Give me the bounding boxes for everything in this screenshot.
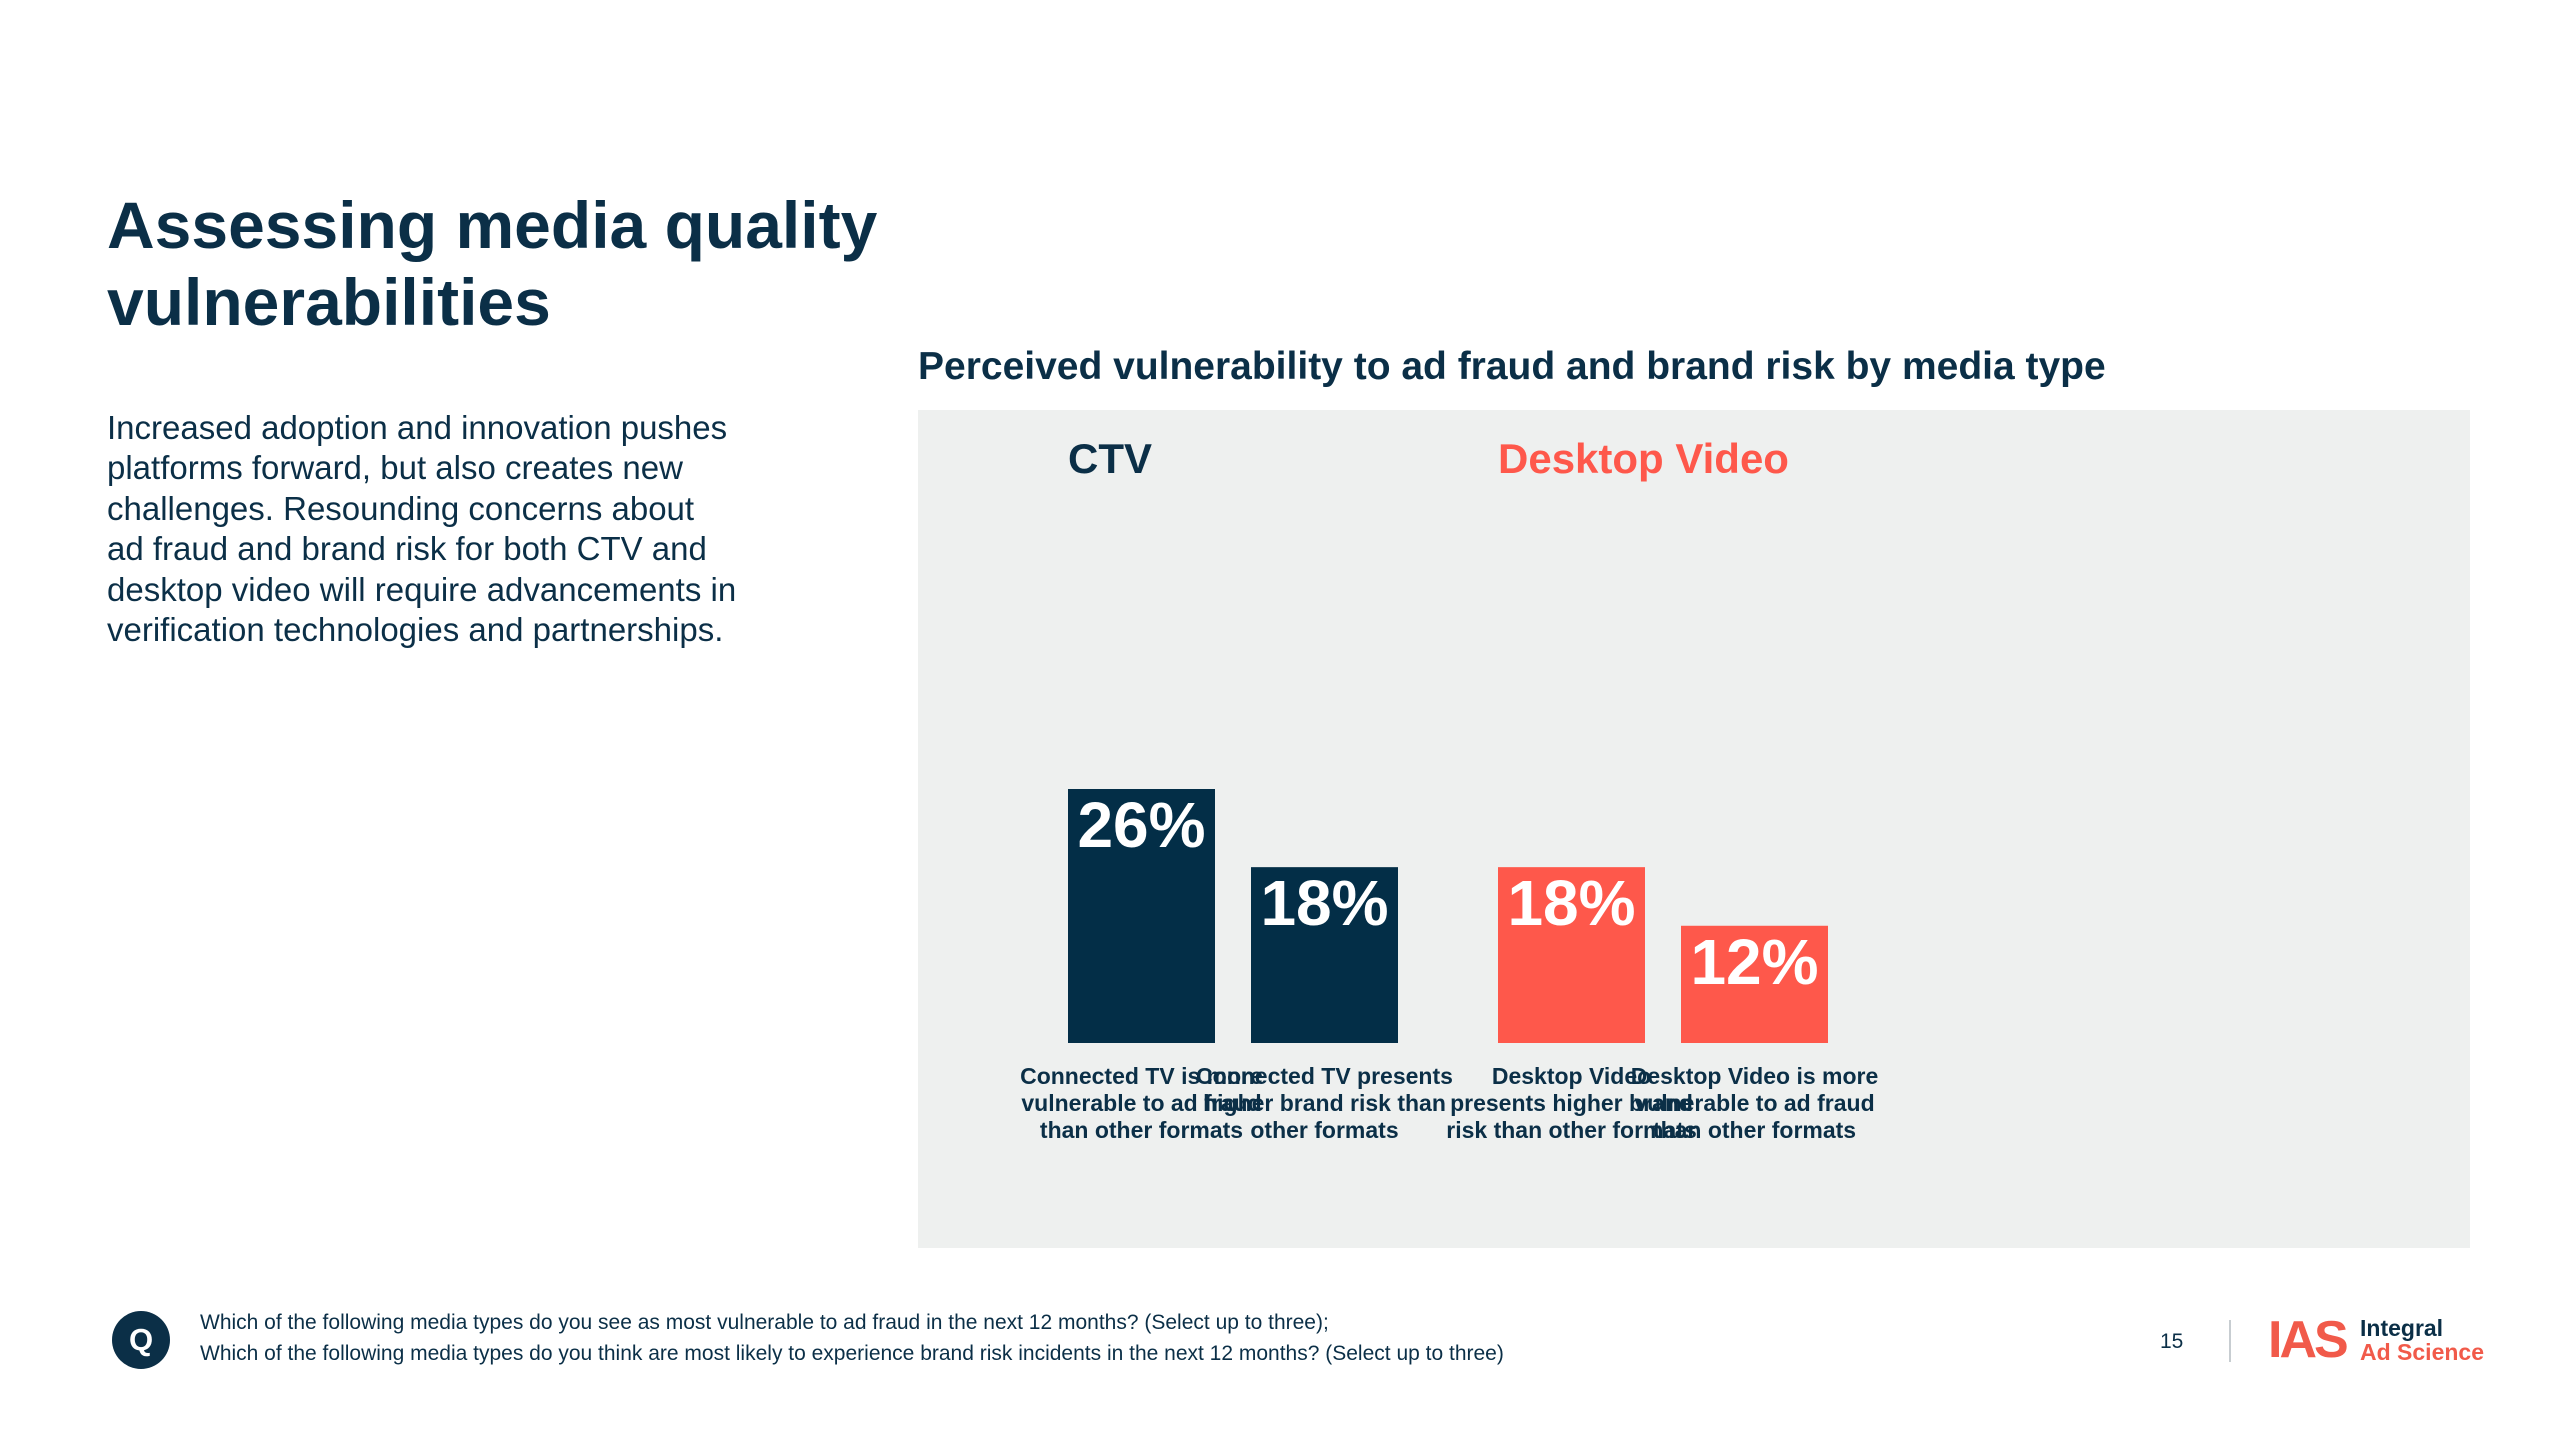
group-label-desktop-video: Desktop Video: [1498, 435, 1789, 482]
category-label-line: higher brand risk than: [1203, 1090, 1446, 1116]
intro-line: Increased adoption and innovation pushes: [107, 409, 728, 446]
survey-question-2: Which of the following media types do yo…: [200, 1342, 1504, 1365]
bar: [1498, 867, 1645, 1043]
bar: [1681, 925, 1828, 1043]
category-label-line: Desktop Video: [1491, 1063, 1652, 1089]
page-title-line-2: vulnerabilities: [107, 265, 551, 339]
question-badge: Q: [112, 1311, 170, 1369]
intro-line: challenges. Resounding concerns about: [107, 489, 695, 527]
bar-chart: CTV 26% 18% Desktop Video 18% 12%: [1068, 435, 1828, 1043]
survey-question-1: Which of the following media types do yo…: [200, 1311, 1329, 1334]
category-label-line: Desktop Video is more: [1630, 1063, 1879, 1089]
category-label: Connected TV presents higher brand risk t…: [1175, 1063, 1475, 1144]
category-label-line: presents higher brand: [1450, 1090, 1693, 1116]
page-title-line-1: Assessing media quality: [107, 188, 878, 262]
category-label-line: vulnerable to ad fraud: [1634, 1090, 1875, 1116]
footer-divider: [2229, 1320, 2231, 1362]
category-label: Desktop Video presents higher brand risk t…: [1422, 1063, 1722, 1144]
bar-value-label: 12%: [1690, 926, 1818, 998]
logo-wordmark-line-2: Ad Science: [2360, 1339, 2484, 1365]
category-label-line: risk than other formats: [1446, 1117, 1697, 1143]
category-label-line: Connected TV presents: [1196, 1063, 1453, 1089]
ias-logo: IAS Integral Ad Science: [2268, 1312, 2484, 1368]
category-label-line: Connected TV is more: [1020, 1063, 1263, 1089]
bar-value-label: 18%: [1260, 867, 1388, 939]
group-label-ctv: CTV: [1068, 435, 1152, 482]
category-label-line: other formats: [1250, 1117, 1399, 1143]
category-label-line: than other formats: [1652, 1117, 1857, 1143]
page-title: Assessing media quality vulnerabilities: [107, 187, 927, 341]
intro-paragraph: Increased adoption and innovation pushes…: [107, 408, 827, 650]
chart-title: Perceived vulnerability to ad fraud and …: [918, 345, 2106, 388]
bar: [1068, 789, 1215, 1043]
intro-line: verification technologies and partnershi…: [107, 611, 724, 649]
category-label-line: vulnerable to ad fraud: [1021, 1090, 1262, 1116]
bar-value-label: 18%: [1507, 867, 1635, 939]
bar: [1251, 867, 1398, 1043]
category-label: Desktop Video is more vulnerable to ad fr…: [1605, 1063, 1905, 1144]
intro-line: ad fraud and brand risk for both CTV and: [107, 530, 707, 568]
category-label: Connected TV is more vulnerable to ad fra…: [992, 1063, 1292, 1144]
category-label-line: than other formats: [1039, 1117, 1244, 1143]
intro-line: desktop video will require advancements …: [107, 570, 737, 608]
bar-value-label: 26%: [1077, 789, 1205, 861]
logo-wordmark-line-1: Integral: [2360, 1315, 2444, 1341]
page-number: 15: [2160, 1330, 2184, 1353]
logo-mark: IAS: [2268, 1311, 2349, 1369]
chart-panel: CTV 26% 18% Desktop Video 18% 12% Connected T…: [918, 410, 2470, 1248]
intro-line: platforms forward, but also creates new: [107, 449, 683, 487]
